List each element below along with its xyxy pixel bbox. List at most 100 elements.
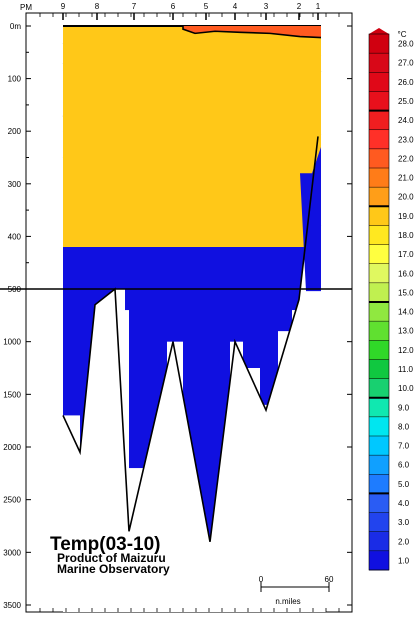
colorbar-label: 16.0 xyxy=(398,269,414,278)
scale-bar-left-label: 0 xyxy=(259,575,264,584)
bottom-depth-line xyxy=(62,136,319,542)
y-tick-label: 1500 xyxy=(3,390,21,399)
y-tick-label: 3500 xyxy=(3,601,21,610)
x-station-label: 7 xyxy=(132,2,137,11)
colorbar-label: 14.0 xyxy=(398,308,414,317)
colorbar-swatch xyxy=(369,187,389,207)
below-bottom-mask xyxy=(95,310,113,612)
below-bottom-mask xyxy=(113,289,125,612)
colorbar-label: 1.0 xyxy=(398,556,410,565)
x-station-label: 8 xyxy=(95,2,100,11)
below-bottom-mask xyxy=(167,341,183,612)
colorbar-label: 7.0 xyxy=(398,442,410,451)
colorbar-label: 25.0 xyxy=(398,97,414,106)
colorbar-swatch xyxy=(369,416,389,437)
colorbar-swatch xyxy=(369,340,389,360)
x-station-label: 4 xyxy=(233,2,238,11)
colorbar-unit: °C xyxy=(398,30,407,39)
colorbar-swatch xyxy=(369,321,389,341)
colorbar-label: 27.0 xyxy=(398,59,414,68)
colorbar-label: 15.0 xyxy=(398,288,414,297)
below-bottom-mask xyxy=(200,536,213,612)
scale-bar: 0 60 n.miles xyxy=(259,575,334,606)
colorbar-swatch xyxy=(369,378,389,399)
colorbar-swatch xyxy=(369,302,389,322)
colorbar-label: 6.0 xyxy=(398,461,410,470)
colorbar-swatch xyxy=(369,493,389,513)
colorbar-swatch xyxy=(369,397,389,418)
x-station-label: 2 xyxy=(297,2,302,11)
below-bottom-mask xyxy=(63,415,80,612)
colorbar-label: 2.0 xyxy=(398,537,410,546)
colorbar-label: 18.0 xyxy=(398,231,414,240)
colorbar-swatch xyxy=(369,455,389,475)
colorbar-swatch xyxy=(369,225,389,245)
colorbar-label: 17.0 xyxy=(398,250,414,259)
colorbar-cap xyxy=(369,28,389,34)
colorbar-label: 12.0 xyxy=(398,346,414,355)
colorbar-swatch xyxy=(369,550,389,571)
y-tick-label: 0m xyxy=(10,22,21,31)
colorbar-label: 10.0 xyxy=(398,384,414,393)
y-tick-label: 2000 xyxy=(3,443,21,452)
colorbar: 1.0 2.0 3.0 4.0 5.0 6.0 7.0 8.0 9.0 10.0 11.0 12.0 1… xyxy=(368,28,414,571)
y-tick-label: 300 xyxy=(8,180,22,189)
colorbar-swatch xyxy=(369,91,389,111)
colorbar-swatch xyxy=(369,263,389,284)
x-unit-label: PM xyxy=(20,3,32,12)
colorbar-label: 21.0 xyxy=(398,174,414,183)
colorbar-swatch xyxy=(369,34,389,54)
contour-line-20 xyxy=(182,26,322,39)
below-bottom-mask xyxy=(243,368,260,612)
colorbar-label: 4.0 xyxy=(398,499,410,508)
y-tick-label: 500 xyxy=(8,285,22,294)
x-station-label: 5 xyxy=(204,2,209,11)
colorbar-label: 11.0 xyxy=(398,365,414,374)
below-bottom-mask xyxy=(129,468,145,612)
below-bottom-mask xyxy=(80,447,95,612)
below-bottom-mask xyxy=(260,404,278,612)
y-tick-label: 2500 xyxy=(3,496,21,505)
chart-subtitle-line-2: Marine Observatory xyxy=(57,562,170,576)
x-station-label: 3 xyxy=(264,2,269,11)
scale-bar-right-label: 60 xyxy=(325,575,334,584)
y-tick-label: 1000 xyxy=(3,338,21,347)
chart-subtitle-line-1: Product of Maizuru xyxy=(57,551,166,565)
colorbar-label: 24.0 xyxy=(398,116,414,125)
y-tick-label: 3000 xyxy=(3,548,21,557)
scale-bar-unit: n.miles xyxy=(275,597,300,606)
below-bottom-mask xyxy=(145,526,160,612)
colorbar-swatch xyxy=(369,474,389,494)
x-station-label: 1 xyxy=(316,2,321,11)
chart-title: Temp(03-10) xyxy=(50,534,161,555)
colorbar-swatch xyxy=(369,168,389,188)
below-bottom-mask xyxy=(213,531,230,612)
y-axis: 0m 100 200 300 400 500 1000 1500 2000 2500 3000 350… xyxy=(3,22,352,610)
x-station-label: 6 xyxy=(171,2,176,11)
colorbar-label: 9.0 xyxy=(398,403,410,412)
colorbar-swatch xyxy=(369,436,389,456)
colorbar-label: 8.0 xyxy=(398,422,410,431)
colorbar-swatch xyxy=(369,110,389,131)
colorbar-label: 13.0 xyxy=(398,327,414,336)
temperature-section xyxy=(62,25,326,612)
y-tick-label: 400 xyxy=(8,232,22,241)
colorbar-label: 26.0 xyxy=(398,78,414,87)
deep-wedge xyxy=(300,146,321,292)
colorbar-swatch xyxy=(369,359,389,379)
below-bottom-mask xyxy=(278,331,292,612)
below-bottom-mask xyxy=(230,341,243,612)
colorbar-swatch xyxy=(369,244,389,265)
below-bottom-mask xyxy=(183,520,200,612)
colorbar-label: 5.0 xyxy=(398,480,410,489)
colorbar-label: 22.0 xyxy=(398,154,414,163)
colorbar-label: 19.0 xyxy=(398,212,414,221)
colorbar-swatch xyxy=(369,53,389,73)
colorbar-swatch xyxy=(369,282,389,303)
colorbar-label: 28.0 xyxy=(398,40,414,49)
colorbar-label: 23.0 xyxy=(398,135,414,144)
colorbar-label: 20.0 xyxy=(398,193,414,202)
below-bottom-mask xyxy=(125,310,129,612)
x-station-label: 9 xyxy=(61,2,66,11)
